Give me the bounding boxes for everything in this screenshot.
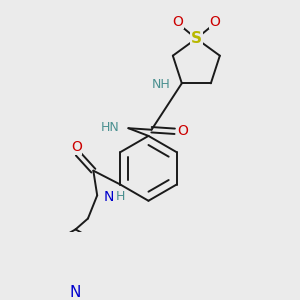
Text: H: H xyxy=(116,190,125,203)
Text: HN: HN xyxy=(100,121,119,134)
Text: N: N xyxy=(70,285,81,300)
Text: O: O xyxy=(71,140,82,154)
Text: O: O xyxy=(177,124,188,138)
Text: S: S xyxy=(191,31,202,46)
Text: N: N xyxy=(103,190,114,204)
Text: O: O xyxy=(209,15,220,28)
Text: NH: NH xyxy=(152,78,171,92)
Text: O: O xyxy=(172,15,183,28)
